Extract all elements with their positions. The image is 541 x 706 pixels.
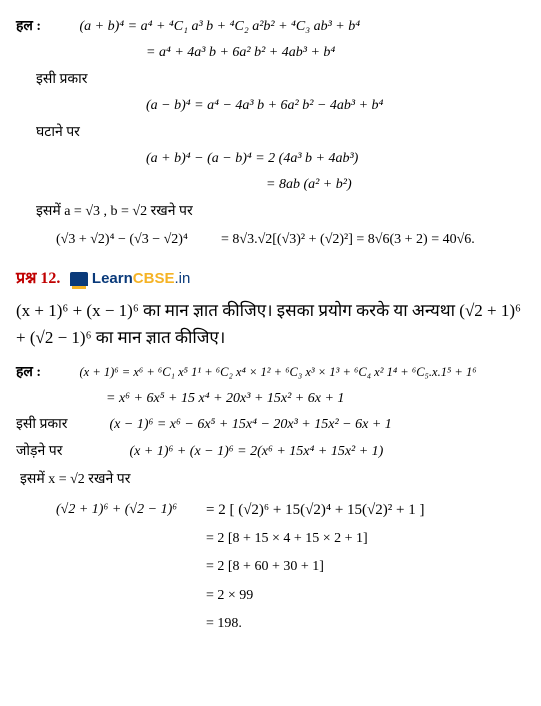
eq-line: = 8ab (a² + b²) [16,174,525,196]
final-eq-12: (√2 + 1)⁶ + (√2 − 1)⁶ = 2 [ (√2)⁶ + 15(√… [16,498,525,522]
sol-label: हल : [16,16,76,38]
eq-line: = 2 × 99 [206,585,253,607]
eq-lhs: (√3 + √2)⁴ − (√3 − √2)⁴ [56,229,211,251]
eq-rhs: = 8√3.√2[(√3)² + (√2)²] = 8√6(3 + 2) = 4… [221,229,475,251]
eq-row: = 2 [8 + 60 + 30 + 1] [16,556,525,578]
step-row: जोड़ने पर (x + 1)⁶ + (x − 1)⁶ = 2(x⁶ + 1… [16,441,525,463]
question-number: प्रश्न 12. [16,270,60,287]
eq-lhs: (√2 + 1)⁶ + (√2 − 1)⁶ [56,499,196,521]
step-row: इसी प्रकार (x − 1)⁶ = x⁶ − 6x⁵ + 15x⁴ − … [16,414,525,436]
eq-line: = x⁶ + 6x⁵ + 15 x⁴ + 20x³ + 15x² + 6x + … [16,388,525,410]
eq-line: = a⁴ + 4a³ b + 6a² b² + 4ab³ + b⁴ [16,42,525,64]
logo-text: LearnCBSE.in [92,267,190,291]
question-text: (x + 1)⁶ + (x − 1)⁶ का मान ज्ञात कीजिए। … [16,297,525,351]
eq-line: = 2 [8 + 60 + 30 + 1] [206,556,324,578]
eq-rhs: = 2 [ (√2)⁶ + 15(√2)⁴ + 15(√2)² + 1 ] [206,498,424,522]
step-label: इसी प्रकार [16,69,525,91]
sol-label: हल : [16,362,76,384]
eq-line: = 2 [8 + 15 × 4 + 15 × 2 + 1] [206,528,368,550]
step-label: घटाने पर [16,122,525,144]
final-eq-11: (√3 + √2)⁴ − (√3 − √2)⁴ = 8√3.√2[(√3)² +… [16,229,525,251]
learncbse-logo: LearnCBSE.in [70,267,190,291]
eq-row: = 198. [16,613,525,635]
eq-row: = 2 × 99 [16,585,525,607]
step-label: इसमें a = √3 , b = √2 रखने पर [16,201,525,223]
eq-line: (x + 1)⁶ = x⁶ + ⁶C₁ x⁵ 1¹ + ⁶C₂ x⁴ × 1² … [80,365,477,379]
question-12-header: प्रश्न 12. LearnCBSE.in [16,266,525,292]
eq-line: = 198. [206,613,242,635]
step-label: इसमें x = √2 रखने पर [16,469,525,491]
eq-line: (a + b)⁴ = a⁴ + ⁴C₁ a³ b + ⁴C₂ a²b² + ⁴C… [80,19,361,34]
solution-12: हल : (x + 1)⁶ = x⁶ + ⁶C₁ x⁵ 1¹ + ⁶C₂ x⁴ … [16,362,525,384]
eq-line: (x − 1)⁶ = x⁶ − 6x⁵ + 15x⁴ − 20x³ + 15x²… [90,417,392,432]
solution-11: हल : (a + b)⁴ = a⁴ + ⁴C₁ a³ b + ⁴C₂ a²b²… [16,16,525,38]
logo-cap-icon [70,272,88,286]
eq-line: (x + 1)⁶ + (x − 1)⁶ = 2(x⁶ + 15x⁴ + 15x²… [90,444,384,459]
step-label: इसी प्रकार [16,414,86,436]
step-label: जोड़ने पर [16,441,86,463]
eq-line: (a − b)⁴ = a⁴ − 4a³ b + 6a² b² − 4ab³ + … [16,95,525,117]
eq-row: = 2 [8 + 15 × 4 + 15 × 2 + 1] [16,528,525,550]
eq-line: (a + b)⁴ − (a − b)⁴ = 2 (4a³ b + 4ab³) [16,148,525,170]
